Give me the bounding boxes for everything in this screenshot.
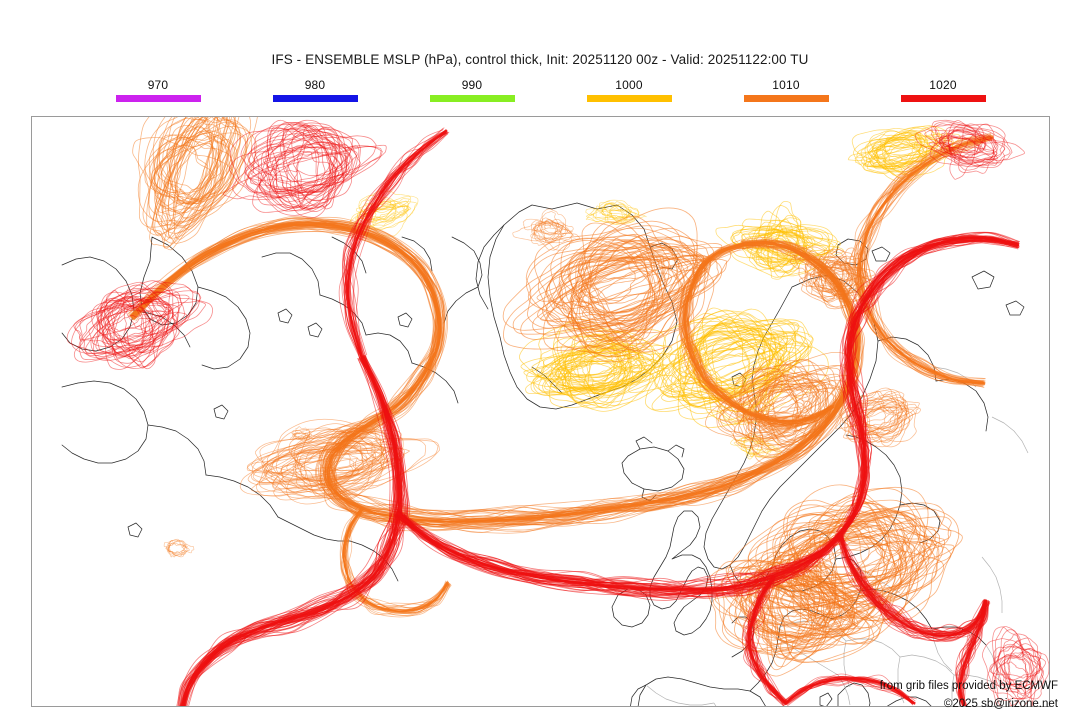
legend-label: 1020 [929, 78, 957, 92]
map-panel[interactable] [31, 116, 1050, 707]
legend-swatch [586, 95, 672, 102]
legend-swatch [115, 95, 201, 102]
page-title: IFS - ENSEMBLE MSLP (hPa), control thick… [271, 52, 809, 67]
copyright-notice: ©2025 sb@irizone.net [943, 698, 1058, 710]
data-source-credit: from grib files provided by ECMWF [879, 680, 1058, 692]
contour-level-legend: 970 980 990 1000 1010 1020 [0, 78, 1080, 108]
legend-swatch [743, 95, 829, 102]
legend-swatch [272, 95, 358, 102]
legend-label: 980 [304, 78, 326, 92]
legend-swatch [429, 95, 515, 102]
legend-label: 1010 [772, 78, 800, 92]
legend-label: 990 [461, 78, 483, 92]
legend-item-970: 970 [103, 78, 213, 102]
legend-item-1020: 1020 [888, 78, 998, 102]
legend-item-990: 990 [417, 78, 527, 102]
legend-item-1000: 1000 [574, 78, 684, 102]
ensemble-spaghetti-map [61, 117, 1049, 706]
contour-bundle-1020hpa [66, 119, 1049, 706]
country-border-layer [645, 366, 1029, 706]
legend-swatch [900, 95, 986, 102]
legend-item-980: 980 [260, 78, 370, 102]
legend-item-1010: 1010 [731, 78, 841, 102]
legend-label: 1000 [615, 78, 643, 92]
legend-label: 970 [147, 78, 169, 92]
